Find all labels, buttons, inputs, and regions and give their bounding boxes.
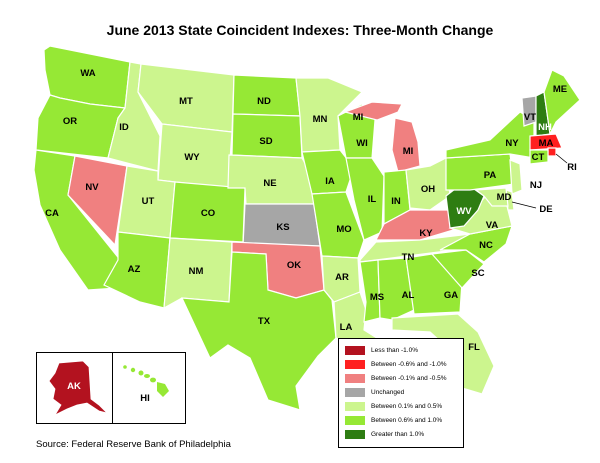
label-NV: NV — [85, 182, 99, 193]
label-OK: OK — [287, 260, 301, 271]
label-FL: FL — [468, 342, 480, 353]
label-VT: VT — [524, 112, 536, 123]
state-CT — [529, 149, 549, 165]
state-HI — [123, 365, 169, 397]
label-IN: IN — [391, 196, 401, 207]
legend-label: Between 0.1% and 0.5% — [371, 402, 443, 410]
label-NC: NC — [479, 240, 493, 251]
label-MI: MI — [403, 146, 414, 157]
legend-label: Between -0.6% and -1.0% — [371, 360, 447, 368]
state-RI — [547, 147, 557, 157]
label-OH: OH — [421, 184, 435, 195]
label-IL: IL — [368, 194, 377, 205]
state-MA — [529, 133, 563, 151]
legend-item-pos01-05: Between 0.1% and 0.5% — [345, 400, 442, 412]
label-MI-upper: MI — [353, 112, 364, 123]
label-AK: AK — [67, 381, 81, 392]
label-KY: KY — [419, 228, 433, 239]
label-GA: GA — [444, 290, 458, 301]
label-TN: TN — [402, 252, 415, 263]
label-MS: MS — [370, 292, 384, 303]
alaska-inset: AK — [36, 352, 114, 424]
leader-lines — [511, 153, 568, 209]
legend-item-unchanged: Unchanged — [345, 386, 404, 398]
state-PA — [445, 153, 515, 191]
state-MO — [311, 191, 365, 259]
legend-item-pos06-1: Between 0.6% and 1.0% — [345, 414, 442, 426]
label-MA: MA — [539, 138, 554, 149]
label-MD: MD — [497, 192, 512, 203]
label-HI: HI — [140, 393, 150, 404]
label-MN: MN — [313, 114, 328, 125]
legend-swatch — [345, 401, 365, 411]
label-CO: CO — [201, 208, 215, 219]
source-note: Source: Federal Reserve Bank of Philadel… — [36, 439, 231, 450]
state-TX — [181, 251, 337, 411]
label-ME: ME — [553, 84, 567, 95]
label-NY: NY — [505, 138, 519, 149]
legend-label: Between -0.1% and -0.5% — [371, 374, 447, 382]
label-WI: WI — [356, 138, 368, 149]
legend-item-lt-neg1: Less than -1.0% — [345, 344, 418, 356]
state-NV — [67, 155, 128, 247]
state-NJ — [509, 159, 523, 195]
legend-swatch — [345, 429, 365, 439]
legend-swatch — [345, 373, 365, 383]
state-MI — [342, 101, 421, 173]
legend-item-neg01-neg05: Between -0.1% and -0.5% — [345, 372, 447, 384]
state-SC — [430, 249, 485, 289]
state-NY — [445, 111, 535, 159]
label-UT: UT — [142, 196, 155, 207]
label-CT: CT — [532, 152, 545, 163]
legend: Less than -1.0% Between -0.6% and -1.0% … — [338, 338, 464, 448]
legend-swatch — [345, 345, 365, 355]
label-WY: WY — [184, 152, 200, 163]
legend-label: Greater than 1.0% — [371, 430, 425, 438]
label-CA: CA — [45, 208, 59, 219]
state-FL — [391, 313, 495, 395]
label-SD: SD — [259, 136, 272, 147]
label-AZ: AZ — [128, 264, 141, 275]
state-MS — [359, 259, 381, 323]
label-AR: AR — [335, 272, 349, 283]
state-MD — [474, 187, 509, 207]
map-title: June 2013 State Coincident Indexes: Thre… — [106, 22, 494, 38]
state-AL — [377, 257, 415, 321]
label-NJ: NJ — [530, 180, 542, 191]
label-MO: MO — [336, 224, 351, 235]
legend-swatch — [345, 387, 365, 397]
label-AL: AL — [402, 290, 415, 301]
label-TX: TX — [258, 316, 271, 327]
state-MN — [295, 77, 364, 153]
legend-item-gt1: Greater than 1.0% — [345, 428, 424, 440]
label-NE: NE — [263, 178, 276, 189]
label-NH: NH — [538, 122, 552, 133]
state-AK — [48, 360, 109, 416]
label-KS: KS — [276, 222, 289, 233]
label-WA: WA — [80, 68, 95, 79]
legend-swatch — [345, 415, 365, 425]
legend-label: Unchanged — [371, 388, 405, 396]
legend-label: Less than -1.0% — [371, 346, 418, 354]
hawaii-inset: HI — [112, 352, 186, 424]
legend-item-neg06-neg1: Between -0.6% and -1.0% — [345, 358, 447, 370]
label-WV: WV — [456, 206, 472, 217]
label-SC: SC — [471, 268, 484, 279]
label-OR: OR — [63, 116, 77, 127]
legend-swatch — [345, 359, 365, 369]
state-KY — [375, 209, 461, 241]
label-RI: RI — [567, 162, 577, 173]
state-labels: WA OR CA NV ID MT WY UT AZ CO NM ND SD N… — [45, 68, 577, 353]
label-NM: NM — [189, 266, 204, 277]
label-MT: MT — [179, 96, 193, 107]
legend-label: Between 0.6% and 1.0% — [371, 416, 443, 424]
label-DE: DE — [539, 204, 552, 215]
label-ID: ID — [119, 122, 129, 133]
label-VA: VA — [486, 220, 499, 231]
label-PA: PA — [484, 170, 497, 181]
label-ND: ND — [257, 96, 271, 107]
label-IA: IA — [325, 176, 335, 187]
label-LA: LA — [340, 322, 353, 333]
